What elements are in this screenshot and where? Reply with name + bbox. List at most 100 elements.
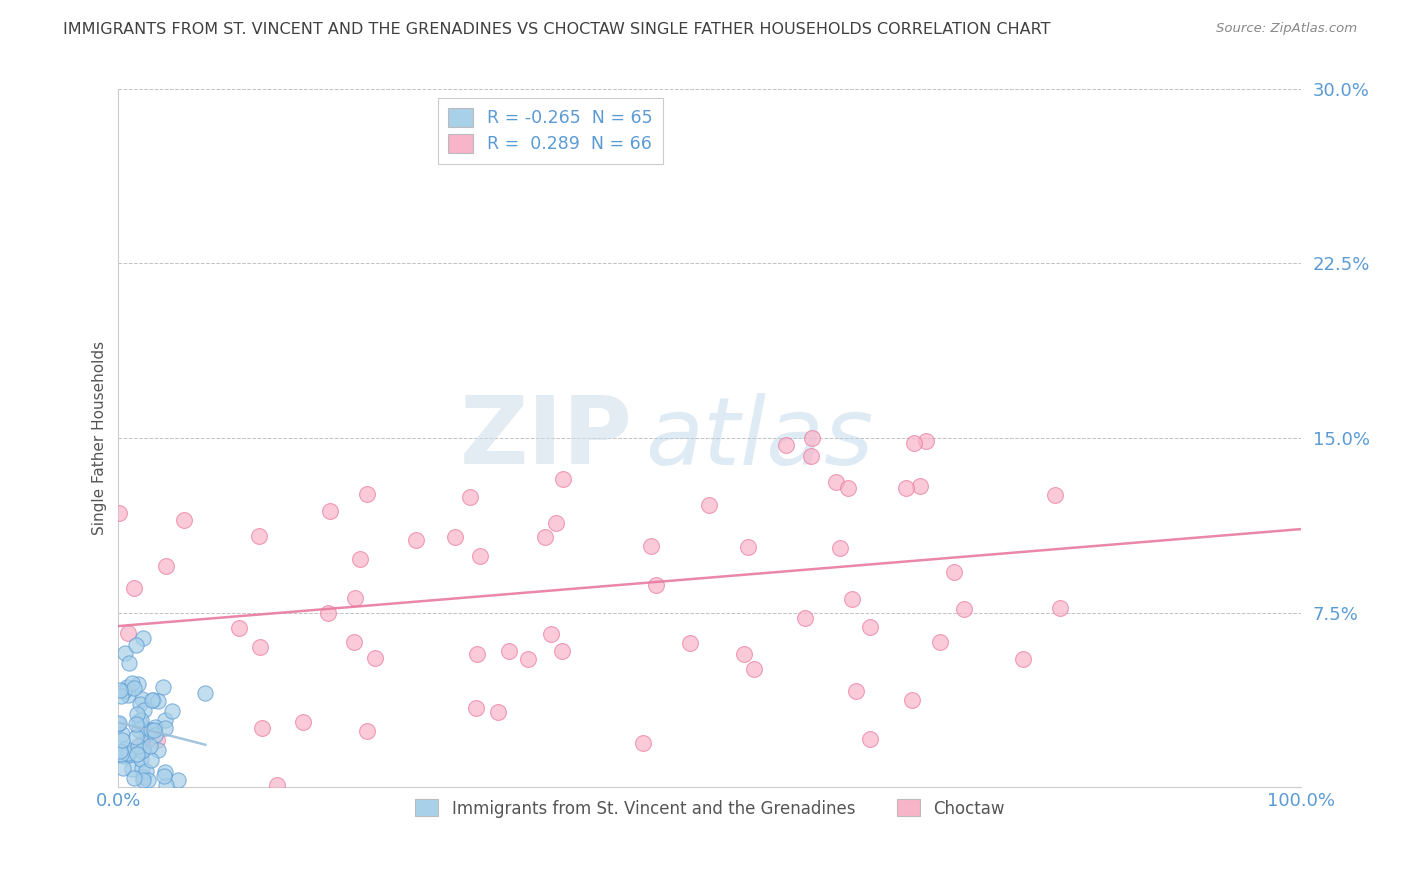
Point <box>122 771 145 785</box>
Point <box>915 434 938 448</box>
Point <box>135 764 157 778</box>
Point <box>122 581 145 595</box>
Point <box>228 621 250 635</box>
Point <box>364 650 387 665</box>
Point <box>465 647 488 661</box>
Point <box>141 753 163 767</box>
Point <box>117 688 139 702</box>
Point <box>465 700 488 714</box>
Point <box>125 638 148 652</box>
Point <box>132 772 155 787</box>
Point <box>153 764 176 779</box>
Point <box>143 728 166 742</box>
Point <box>522 140 544 154</box>
Point <box>125 730 148 744</box>
Point <box>828 541 851 555</box>
Point <box>136 727 159 741</box>
Point <box>343 635 366 649</box>
Point <box>801 431 824 445</box>
Point <box>155 559 177 574</box>
Point <box>127 739 149 753</box>
Point <box>117 747 139 762</box>
Point <box>291 715 314 730</box>
Point <box>131 744 153 758</box>
Point <box>117 746 139 760</box>
Point <box>146 694 169 708</box>
Text: Source: ZipAtlas.com: Source: ZipAtlas.com <box>1216 22 1357 36</box>
Point <box>153 769 176 783</box>
Point <box>125 717 148 731</box>
Point <box>896 481 918 495</box>
Point <box>498 644 520 658</box>
Point <box>173 513 195 527</box>
Point <box>143 723 166 737</box>
Point <box>143 720 166 734</box>
Point <box>551 644 574 658</box>
Point <box>845 684 868 698</box>
Point <box>153 721 176 735</box>
Point <box>139 723 162 738</box>
Point <box>107 717 129 731</box>
Point <box>108 715 131 730</box>
Y-axis label: Single Father Households: Single Father Households <box>93 341 107 535</box>
Point <box>125 707 148 722</box>
Point <box>405 533 427 547</box>
Point <box>516 651 538 665</box>
Point <box>943 565 966 579</box>
Point <box>108 683 131 698</box>
Text: atlas: atlas <box>645 392 873 483</box>
Point <box>194 686 217 700</box>
Point <box>131 761 153 775</box>
Point <box>356 724 378 739</box>
Point <box>249 640 271 654</box>
Point <box>252 722 274 736</box>
Point <box>458 490 481 504</box>
Legend: Immigrants from St. Vincent and the Grenadines, Choctaw: Immigrants from St. Vincent and the Gren… <box>408 793 1011 824</box>
Point <box>121 762 143 776</box>
Point <box>319 504 342 518</box>
Point <box>132 742 155 756</box>
Point <box>112 749 135 764</box>
Point <box>645 578 668 592</box>
Point <box>901 693 924 707</box>
Point <box>110 747 132 761</box>
Point <box>544 516 567 530</box>
Point <box>114 741 136 756</box>
Point <box>160 704 183 718</box>
Point <box>111 727 134 741</box>
Point <box>318 606 340 620</box>
Point <box>122 681 145 695</box>
Point <box>139 739 162 754</box>
Point <box>121 676 143 690</box>
Point <box>800 449 823 463</box>
Point <box>167 772 190 787</box>
Point <box>742 662 765 676</box>
Point <box>115 680 138 694</box>
Point <box>132 771 155 785</box>
Point <box>131 713 153 727</box>
Text: ZIP: ZIP <box>460 392 633 484</box>
Point <box>841 592 863 607</box>
Point <box>141 692 163 706</box>
Point <box>110 689 132 703</box>
Point <box>534 530 557 544</box>
Point <box>908 479 931 493</box>
Point <box>153 713 176 727</box>
Point <box>356 487 378 501</box>
Point <box>343 591 366 606</box>
Point <box>152 680 174 694</box>
Point <box>837 481 859 495</box>
Point <box>859 732 882 747</box>
Point <box>128 714 150 728</box>
Point <box>142 693 165 707</box>
Point <box>129 737 152 751</box>
Point <box>486 706 509 720</box>
Point <box>117 656 139 670</box>
Point <box>859 620 882 634</box>
Point <box>1049 601 1071 615</box>
Point <box>136 772 159 787</box>
Point <box>112 683 135 698</box>
Point <box>134 703 156 717</box>
Point <box>551 472 574 486</box>
Point <box>775 438 797 452</box>
